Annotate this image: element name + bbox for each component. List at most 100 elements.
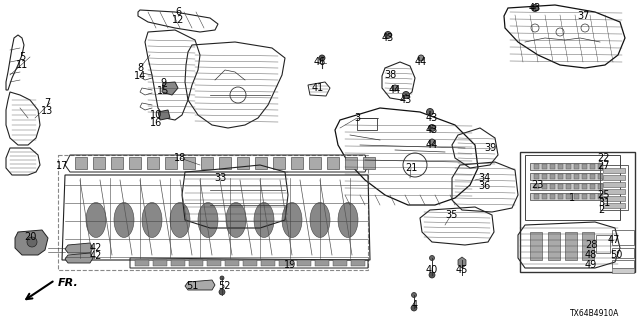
Bar — [129, 157, 141, 169]
Text: 1: 1 — [569, 193, 575, 203]
Text: 46: 46 — [314, 57, 326, 67]
Bar — [363, 157, 375, 169]
Text: 12: 12 — [172, 15, 184, 25]
Polygon shape — [65, 243, 93, 253]
Text: 43: 43 — [382, 33, 394, 43]
Ellipse shape — [114, 203, 134, 237]
Bar — [147, 157, 159, 169]
Text: 40: 40 — [426, 265, 438, 275]
Bar — [111, 157, 123, 169]
Bar — [75, 157, 87, 169]
Text: 51: 51 — [186, 281, 198, 291]
Ellipse shape — [254, 203, 274, 237]
Bar — [558, 184, 563, 189]
Circle shape — [429, 111, 431, 113]
Text: 37: 37 — [577, 11, 589, 21]
Text: 2: 2 — [598, 205, 604, 215]
Circle shape — [27, 237, 37, 247]
Bar — [596, 235, 610, 253]
Bar — [542, 164, 547, 169]
Text: 22: 22 — [596, 153, 609, 163]
Text: 14: 14 — [134, 71, 146, 81]
Circle shape — [220, 276, 224, 280]
Bar — [548, 232, 560, 260]
Ellipse shape — [142, 203, 162, 237]
Bar — [525, 155, 620, 220]
Polygon shape — [65, 253, 93, 263]
Bar — [598, 174, 603, 179]
Bar — [351, 260, 365, 266]
Text: 20: 20 — [24, 232, 36, 242]
Bar — [574, 164, 579, 169]
Bar — [530, 173, 602, 180]
Bar — [603, 196, 625, 201]
Text: TX64B4910A: TX64B4910A — [570, 308, 620, 317]
Bar — [171, 260, 185, 266]
Bar — [550, 194, 555, 199]
Bar — [603, 189, 625, 194]
Text: 25: 25 — [598, 190, 611, 200]
Bar — [279, 260, 293, 266]
Text: 43: 43 — [426, 113, 438, 123]
Bar — [600, 165, 628, 210]
Bar — [582, 232, 594, 260]
Circle shape — [385, 31, 392, 38]
Bar — [357, 118, 377, 130]
Text: 19: 19 — [284, 260, 296, 270]
Polygon shape — [458, 257, 466, 268]
Bar — [243, 260, 257, 266]
Bar — [345, 157, 357, 169]
Bar — [598, 194, 603, 199]
Text: 11: 11 — [16, 60, 28, 70]
Circle shape — [429, 255, 435, 260]
Bar — [530, 232, 542, 260]
Circle shape — [392, 85, 398, 91]
Bar — [612, 230, 634, 245]
Bar — [558, 194, 563, 199]
Bar — [542, 184, 547, 189]
Text: 43: 43 — [400, 95, 412, 105]
Text: 44: 44 — [426, 140, 438, 150]
Bar — [520, 152, 635, 272]
Text: 23: 23 — [531, 180, 543, 190]
Circle shape — [319, 55, 325, 61]
Text: 27: 27 — [596, 161, 609, 171]
Bar — [558, 164, 563, 169]
Ellipse shape — [338, 203, 358, 237]
Bar — [542, 174, 547, 179]
Bar — [534, 184, 539, 189]
Bar — [603, 168, 625, 173]
Bar — [574, 174, 579, 179]
Text: 17: 17 — [56, 161, 68, 171]
Bar — [534, 194, 539, 199]
Text: 4: 4 — [412, 300, 418, 310]
Text: 39: 39 — [484, 143, 496, 153]
Bar — [612, 260, 634, 268]
Bar — [315, 260, 329, 266]
Text: FR.: FR. — [58, 278, 79, 288]
Circle shape — [418, 55, 424, 61]
Bar — [550, 164, 555, 169]
Bar — [255, 157, 267, 169]
Ellipse shape — [170, 203, 190, 237]
Bar — [565, 232, 577, 260]
Polygon shape — [162, 82, 178, 95]
Bar — [566, 194, 571, 199]
Circle shape — [429, 272, 435, 278]
Bar — [582, 194, 587, 199]
Polygon shape — [15, 230, 48, 255]
Circle shape — [426, 108, 433, 116]
Text: 8: 8 — [137, 63, 143, 73]
Text: 21: 21 — [405, 163, 417, 173]
Text: 48: 48 — [585, 250, 597, 260]
Bar — [201, 157, 213, 169]
Text: 43: 43 — [529, 3, 541, 13]
Text: 42: 42 — [90, 251, 102, 261]
Bar — [603, 175, 625, 180]
Polygon shape — [185, 280, 215, 290]
Bar — [530, 183, 602, 190]
Text: 44: 44 — [415, 57, 427, 67]
Text: 7: 7 — [44, 98, 50, 108]
Bar — [582, 164, 587, 169]
Text: 36: 36 — [478, 181, 490, 191]
